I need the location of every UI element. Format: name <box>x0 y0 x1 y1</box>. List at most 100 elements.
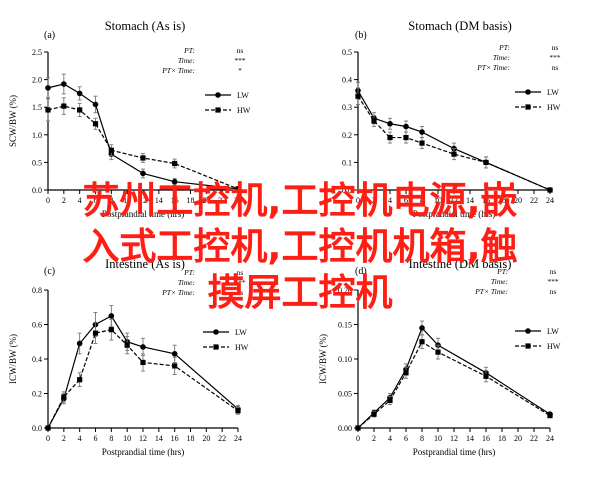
data-point <box>387 397 393 403</box>
x-tick-label: 24 <box>546 434 554 443</box>
x-tick-label: 20 <box>514 196 522 205</box>
stat-label: Time: <box>493 53 510 62</box>
legend-marker <box>525 104 531 110</box>
stat-label: PT× Time: <box>474 287 508 296</box>
series-lw <box>45 73 241 192</box>
legend-marker <box>213 344 219 350</box>
x-tick-label: 2 <box>372 196 376 205</box>
y-tick-label: 0.2 <box>32 390 42 399</box>
stat-label: PT× Time: <box>161 66 195 75</box>
data-point <box>387 134 393 141</box>
stat-value: *** <box>234 278 246 287</box>
data-point <box>451 151 457 157</box>
x-tick-label: 4 <box>78 196 82 205</box>
y-tick-label: 0.05 <box>338 390 352 399</box>
chart-title: Intestine (DM basis) <box>409 257 512 271</box>
x-tick-label: 10 <box>434 196 442 205</box>
data-point <box>172 160 178 167</box>
data-point <box>403 134 409 141</box>
data-point <box>61 103 67 109</box>
series-hw <box>355 334 553 431</box>
x-tick-label: 22 <box>530 434 538 443</box>
data-point <box>140 170 146 177</box>
data-point <box>108 147 114 153</box>
chart-title: Stomach (As is) <box>105 19 186 33</box>
legend-label: LW <box>237 91 249 100</box>
x-tick-label: 8 <box>420 196 424 205</box>
y-tick-label: 0.3 <box>342 103 352 112</box>
x-tick-label: 12 <box>139 434 147 443</box>
series-hw <box>45 97 241 192</box>
x-tick-label: 0 <box>356 434 360 443</box>
stat-value: ns <box>237 46 244 55</box>
y-axis-label: ICW/BW (%) <box>8 334 18 384</box>
data-point <box>387 120 393 127</box>
stat-value: ns <box>550 287 557 296</box>
stat-value: * <box>238 66 242 75</box>
y-axis-label: ICW/BW (%) <box>318 334 328 384</box>
data-point <box>483 159 489 165</box>
data-point <box>171 178 178 185</box>
series-line-lw <box>357 326 551 429</box>
x-tick-label: 16 <box>171 196 179 205</box>
x-tick-label: 2 <box>372 434 376 443</box>
x-tick-label: 20 <box>202 196 210 205</box>
legend-item-lw: LW <box>203 328 247 337</box>
data-point <box>403 370 409 376</box>
legend-item-hw: HW <box>515 342 561 351</box>
stat-label: PT: <box>496 267 508 276</box>
data-point <box>371 411 377 417</box>
x-tick-label: 6 <box>94 434 98 443</box>
x-tick-label: 4 <box>388 196 392 205</box>
legend-marker <box>215 107 221 113</box>
x-tick-label: 18 <box>498 434 506 443</box>
x-tick-label: 18 <box>498 196 506 205</box>
y-tick-label: 2.5 <box>32 48 42 57</box>
data-point <box>419 325 425 331</box>
x-tick-label: 0 <box>356 196 360 205</box>
x-tick-label: 16 <box>482 434 490 443</box>
data-point <box>61 394 67 400</box>
data-point <box>547 187 553 193</box>
legend-label: HW <box>547 342 561 351</box>
y-tick-label: 0.0 <box>32 186 42 195</box>
x-tick-label: 14 <box>466 196 474 205</box>
x-tick-label: 24 <box>546 196 554 205</box>
data-point <box>547 412 553 419</box>
panel-label: (b) <box>355 30 367 41</box>
data-point <box>92 330 99 336</box>
x-tick-label: 2 <box>62 434 66 443</box>
panel-label: (c) <box>44 266 55 277</box>
chart-panel-3: (c)Intestine (As is)0.00.20.40.60.80 2 4 6 8… <box>8 257 249 457</box>
data-point <box>419 339 425 345</box>
panel-label: (d) <box>355 266 367 277</box>
stat-label: Time: <box>178 56 195 65</box>
data-point <box>45 107 51 113</box>
x-tick-label: 24 <box>234 434 242 443</box>
chart-panel-4: (d) Intestine (DM basis) 0.00 0.05 0.10 0.15 0… <box>318 257 561 457</box>
data-point <box>77 377 83 383</box>
stat-label: Time: <box>178 278 195 287</box>
y-tick-label: 0.8 <box>32 286 42 295</box>
x-tick-label: 24 <box>234 196 242 205</box>
x-axis-label: Postprandial time (hrs) <box>413 209 496 219</box>
legend-label: HW <box>547 103 561 112</box>
y-tick-label: 0.10 <box>338 355 352 364</box>
x-tick-label: 16 <box>171 434 179 443</box>
data-point <box>371 118 377 124</box>
data-point <box>419 140 425 146</box>
x-tick-label: 20 <box>514 434 522 443</box>
x-tick-label: 0 <box>46 434 50 443</box>
y-tick-label: 1.5 <box>32 103 42 112</box>
x-tick-label: 20 <box>202 434 210 443</box>
series-line-lw <box>47 315 239 429</box>
data-point <box>435 349 441 355</box>
x-tick-label: 16 <box>482 196 490 205</box>
x-tick-label: 4 <box>388 434 392 443</box>
data-point <box>403 123 409 130</box>
x-tick-label: 8 <box>109 196 113 205</box>
data-point <box>45 425 51 431</box>
stat-value: *** <box>547 277 559 286</box>
stat-label: PT: <box>183 46 195 55</box>
x-tick-label: 8 <box>109 434 113 443</box>
